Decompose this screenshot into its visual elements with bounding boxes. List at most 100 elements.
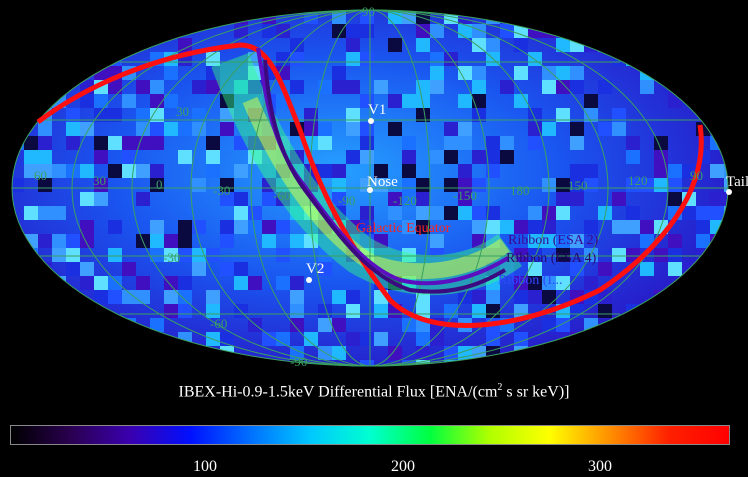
ribbon-esa2-label: Ribbon (ESA 2)	[508, 233, 599, 248]
flux-pixel	[80, 234, 94, 248]
flux-pixel	[486, 220, 500, 234]
flux-pixel	[584, 164, 598, 178]
flux-pixel	[24, 206, 38, 220]
flux-pixel	[402, 178, 416, 192]
flux-pixel	[528, 10, 542, 24]
flux-pixel	[206, 80, 220, 94]
flux-pixel	[206, 164, 220, 178]
flux-pixel	[178, 150, 192, 164]
flux-pixel	[430, 150, 444, 164]
flux-pixel	[360, 136, 374, 150]
flux-pixel	[682, 346, 696, 360]
flux-pixel	[80, 24, 94, 38]
flux-pixel	[346, 290, 360, 304]
flux-pixel	[206, 290, 220, 304]
flux-pixel	[696, 262, 710, 276]
flux-pixel	[486, 332, 500, 346]
flux-pixel	[66, 248, 80, 262]
flux-pixel	[612, 220, 626, 234]
flux-pixel	[94, 136, 108, 150]
lon-label: 150	[568, 178, 588, 193]
flux-pixel	[388, 206, 402, 220]
flux-pixel	[150, 220, 164, 234]
flux-pixel	[332, 318, 346, 332]
flux-pixel	[80, 332, 94, 346]
flux-pixel	[388, 346, 402, 360]
flux-pixel	[500, 136, 514, 150]
flux-pixel	[696, 24, 710, 38]
flux-pixel	[570, 122, 584, 136]
flux-pixel	[626, 360, 640, 366]
flux-pixel	[542, 80, 556, 94]
flux-pixel	[332, 80, 346, 94]
flux-pixel	[682, 52, 696, 66]
flux-pixel	[332, 24, 346, 38]
flux-pixel	[402, 192, 416, 206]
flux-pixel	[528, 206, 542, 220]
flux-pixel	[80, 360, 94, 366]
flux-pixel	[108, 52, 122, 66]
flux-pixel	[514, 66, 528, 80]
flux-pixel	[38, 150, 52, 164]
flux-pixel	[360, 150, 374, 164]
flux-pixel	[136, 276, 150, 290]
flux-pixel	[696, 52, 710, 66]
lat-label: 30	[176, 104, 189, 119]
flux-pixel	[416, 108, 430, 122]
flux-pixel	[696, 290, 710, 304]
flux-pixel	[710, 24, 724, 38]
flux-pixel	[654, 178, 668, 192]
flux-pixel	[458, 136, 472, 150]
flux-pixel	[388, 10, 402, 24]
lat-label: -60	[210, 316, 227, 331]
flux-pixel	[234, 360, 248, 366]
flux-pixel	[290, 276, 304, 290]
flux-pixel	[696, 80, 710, 94]
flux-pixel	[612, 52, 626, 66]
flux-pixel	[248, 276, 262, 290]
flux-pixel	[94, 276, 108, 290]
flux-pixel	[136, 122, 150, 136]
flux-pixels	[12, 10, 728, 366]
flux-pixel	[724, 24, 728, 38]
flux-pixel	[416, 206, 430, 220]
flux-pixel	[360, 206, 374, 220]
flux-pixel	[136, 332, 150, 346]
flux-pixel	[514, 220, 528, 234]
flux-pixel	[164, 276, 178, 290]
ribbon-esa4-curve	[263, 59, 507, 294]
flux-pixel	[570, 234, 584, 248]
flux-pixel	[66, 332, 80, 346]
flux-pixel	[206, 136, 220, 150]
flux-pixel	[360, 122, 374, 136]
flux-pixel	[12, 304, 24, 318]
flux-pixel	[416, 24, 430, 38]
flux-pixel	[38, 94, 52, 108]
flux-pixel	[514, 248, 528, 262]
galactic-equator-label: Galactic Equator	[356, 221, 451, 236]
flux-pixel	[108, 248, 122, 262]
flux-pixel	[164, 122, 178, 136]
flux-pixel	[108, 80, 122, 94]
flux-pixel	[150, 360, 164, 366]
flux-pixel	[654, 24, 668, 38]
flux-pixel	[332, 178, 346, 192]
flux-pixel	[696, 66, 710, 80]
lon-label: 180	[510, 183, 530, 198]
flux-pixel	[38, 164, 52, 178]
flux-pixel	[626, 206, 640, 220]
flux-pixel	[542, 290, 556, 304]
flux-pixel	[164, 360, 178, 366]
flux-pixel	[290, 304, 304, 318]
flux-pixel	[458, 122, 472, 136]
flux-pixel	[682, 332, 696, 346]
flux-pixel	[640, 262, 654, 276]
flux-pixel	[710, 108, 724, 122]
flux-pixel	[528, 220, 542, 234]
flux-pixel	[710, 94, 724, 108]
flux-pixel	[94, 10, 108, 24]
ribbon-esa4-label: Ribbon (ESA 4)	[506, 251, 597, 266]
flux-pixel	[444, 206, 458, 220]
flux-pixel	[668, 80, 682, 94]
flux-pixel	[24, 332, 38, 346]
